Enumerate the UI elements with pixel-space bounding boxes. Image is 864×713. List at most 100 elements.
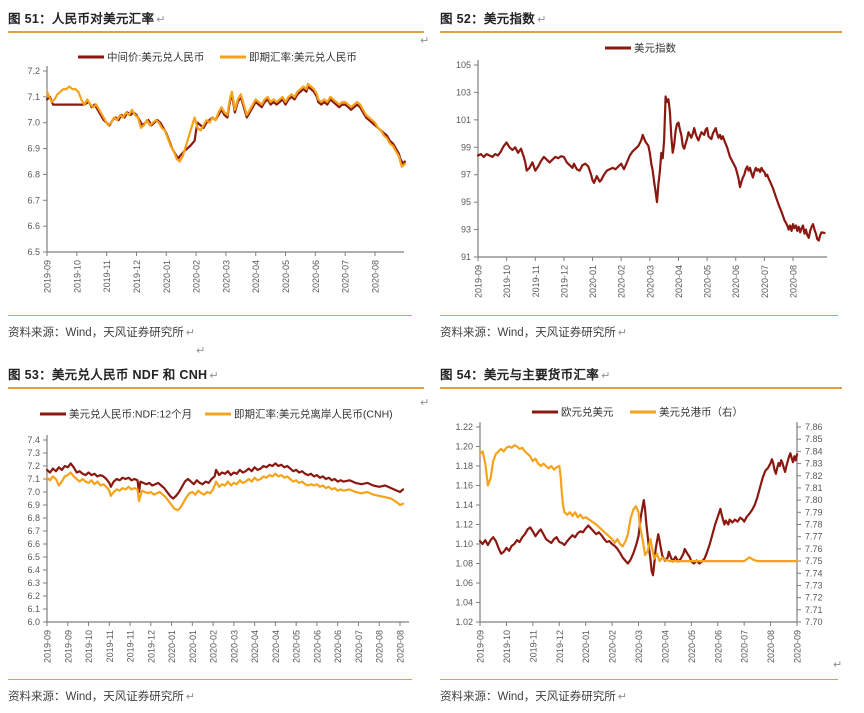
svg-text:1.18: 1.18 xyxy=(455,461,473,471)
figure-54-title-text: 图 54：美元与主要货币汇率 xyxy=(440,368,600,382)
svg-text:7.74: 7.74 xyxy=(805,568,823,578)
svg-text:1.10: 1.10 xyxy=(455,539,473,549)
svg-text:103: 103 xyxy=(456,87,471,97)
svg-text:2020-04: 2020-04 xyxy=(660,630,670,663)
figure-53-source: 资料来源：Wind，天风证券研究所 ↵ xyxy=(8,679,412,704)
figure-53-title: 图 53：美元兑人民币 NDF 和 CNH ↵ xyxy=(8,352,424,383)
title-rule xyxy=(8,387,424,389)
svg-text:1.08: 1.08 xyxy=(455,559,473,569)
figure-53-title-text: 图 53：美元兑人民币 NDF 和 CNH xyxy=(8,368,208,382)
svg-text:1.14: 1.14 xyxy=(455,500,473,510)
figure-51: 图 51：人民币对美元汇率 ↵ 中间价:美元兑人民币 即期汇率:美元兑人民币 7.2 7… xyxy=(0,0,432,348)
svg-text:95: 95 xyxy=(461,197,471,207)
svg-text:1.16: 1.16 xyxy=(455,481,473,491)
svg-text:2020-01: 2020-01 xyxy=(188,630,198,663)
svg-text:2020-08: 2020-08 xyxy=(396,630,406,663)
svg-text:2020-05: 2020-05 xyxy=(687,630,697,663)
svg-text:2019-09: 2019-09 xyxy=(476,630,486,663)
figure-51-chart: 中间价:美元兑人民币 即期汇率:美元兑人民币 7.2 7.1 7.0 6.9 6.8 6.7 6… xyxy=(27,51,406,293)
svg-text:6.8: 6.8 xyxy=(27,513,40,523)
svg-text:2019-12: 2019-12 xyxy=(146,630,156,663)
svg-text:7.1: 7.1 xyxy=(27,474,40,484)
svg-text:2020-04: 2020-04 xyxy=(250,630,260,663)
svg-text:6.6: 6.6 xyxy=(27,539,40,549)
svg-text:7.73: 7.73 xyxy=(805,580,823,590)
svg-text:7.83: 7.83 xyxy=(805,459,823,469)
svg-text:7.2: 7.2 xyxy=(27,461,40,471)
svg-text:2020-01: 2020-01 xyxy=(588,265,598,298)
svg-text:2020-07: 2020-07 xyxy=(760,265,770,298)
svg-text:欧元兑美元: 欧元兑美元 xyxy=(561,406,614,419)
svg-text:6.9: 6.9 xyxy=(27,144,40,154)
figure-51-source: 资料来源：Wind，天风证券研究所 ↵ xyxy=(8,315,412,340)
svg-text:2020-03: 2020-03 xyxy=(645,265,655,298)
svg-text:7.86: 7.86 xyxy=(805,422,823,432)
svg-text:7.78: 7.78 xyxy=(805,520,823,530)
source-text: 资料来源：Wind，天风证券研究所 xyxy=(440,691,616,703)
svg-text:2019-10: 2019-10 xyxy=(84,630,94,663)
svg-text:7.3: 7.3 xyxy=(27,448,40,458)
svg-text:7.72: 7.72 xyxy=(805,593,823,603)
svg-text:101: 101 xyxy=(456,115,471,125)
svg-text:1.06: 1.06 xyxy=(455,578,473,588)
figure-52: 图 52：美元指数 ↵ 美元指数 105 103 101 99 97 95 93 91 2019-0… xyxy=(432,0,864,348)
svg-text:美元兑人民币:NDF:12个月: 美元兑人民币:NDF:12个月 xyxy=(69,408,192,421)
figure-54-chart: 欧元兑美元 美元兑港币（右） 1.22 1.20 1.18 1.16 1.14 1.12 1.1… xyxy=(455,406,823,664)
svg-text:6.1: 6.1 xyxy=(27,604,40,614)
svg-text:7.80: 7.80 xyxy=(805,495,823,505)
figure-54: 图 54：美元与主要货币汇率 ↵ 欧元兑美元 美元兑港币（右） 1.22 1.20 1.1… xyxy=(432,352,864,713)
svg-text:2020-05: 2020-05 xyxy=(292,630,302,663)
svg-text:2020-07: 2020-07 xyxy=(740,630,750,663)
svg-text:7.77: 7.77 xyxy=(805,532,823,542)
svg-text:2020-05: 2020-05 xyxy=(281,260,291,293)
svg-text:即期汇率:美元兑离岸人民币(CNH): 即期汇率:美元兑离岸人民币(CNH) xyxy=(234,408,393,421)
svg-text:1.12: 1.12 xyxy=(455,520,473,530)
svg-text:2020-08: 2020-08 xyxy=(375,630,385,663)
svg-text:2020-06: 2020-06 xyxy=(731,265,741,298)
svg-text:2020-03: 2020-03 xyxy=(221,260,231,293)
svg-text:2020-08: 2020-08 xyxy=(766,630,776,663)
figure-53-chart: 美元兑人民币:NDF:12个月 即期汇率:美元兑离岸人民币(CNH) 7.4 7.3 7… xyxy=(27,408,409,663)
svg-text:2019-09: 2019-09 xyxy=(43,630,53,663)
svg-text:6.5: 6.5 xyxy=(27,247,40,257)
paragraph-mark-icon: ↵ xyxy=(185,327,195,339)
svg-text:2019-12: 2019-12 xyxy=(132,260,142,293)
svg-text:2019-09: 2019-09 xyxy=(63,630,73,663)
svg-text:7.84: 7.84 xyxy=(805,446,823,456)
svg-text:6.2: 6.2 xyxy=(27,591,40,601)
figure-52-title-text: 图 52：美元指数 xyxy=(440,12,536,26)
svg-text:7.1: 7.1 xyxy=(27,92,40,102)
svg-text:6.7: 6.7 xyxy=(27,526,40,536)
svg-text:2020-03: 2020-03 xyxy=(634,630,644,663)
svg-text:2020-01: 2020-01 xyxy=(581,630,591,663)
svg-text:1.22: 1.22 xyxy=(455,422,473,432)
svg-text:2020-07: 2020-07 xyxy=(354,630,364,663)
svg-text:1.04: 1.04 xyxy=(455,598,473,608)
svg-text:2020-06: 2020-06 xyxy=(713,630,723,663)
svg-text:2020-04: 2020-04 xyxy=(674,265,684,298)
svg-text:2020-02: 2020-02 xyxy=(608,630,618,663)
svg-text:7.76: 7.76 xyxy=(805,544,823,554)
paragraph-mark-icon: ↵ xyxy=(601,370,611,382)
figure-52-title: 图 52：美元指数 ↵ xyxy=(440,0,856,27)
title-rule xyxy=(440,31,842,33)
svg-text:6.3: 6.3 xyxy=(27,578,40,588)
svg-text:99: 99 xyxy=(461,142,471,152)
paragraph-mark-icon: ↵ xyxy=(420,397,430,409)
svg-text:7.75: 7.75 xyxy=(805,556,823,566)
svg-text:2020-02: 2020-02 xyxy=(617,265,627,298)
svg-text:2019-11: 2019-11 xyxy=(528,630,538,662)
paragraph-mark-icon: ↵ xyxy=(209,370,219,382)
svg-text:2020-06: 2020-06 xyxy=(333,630,343,663)
svg-text:105: 105 xyxy=(456,60,471,70)
svg-text:2020-03: 2020-03 xyxy=(229,630,239,663)
svg-text:2020-02: 2020-02 xyxy=(209,630,219,663)
figure-54-title: 图 54：美元与主要货币汇率 ↵ xyxy=(440,352,856,383)
svg-text:2020-01: 2020-01 xyxy=(162,260,172,293)
svg-text:2019-11: 2019-11 xyxy=(126,630,136,662)
svg-text:7.0: 7.0 xyxy=(27,487,40,497)
figure-53: 图 53：美元兑人民币 NDF 和 CNH ↵ 美元兑人民币:NDF:12个月 即期… xyxy=(0,352,432,713)
svg-text:2020-01: 2020-01 xyxy=(167,630,177,663)
